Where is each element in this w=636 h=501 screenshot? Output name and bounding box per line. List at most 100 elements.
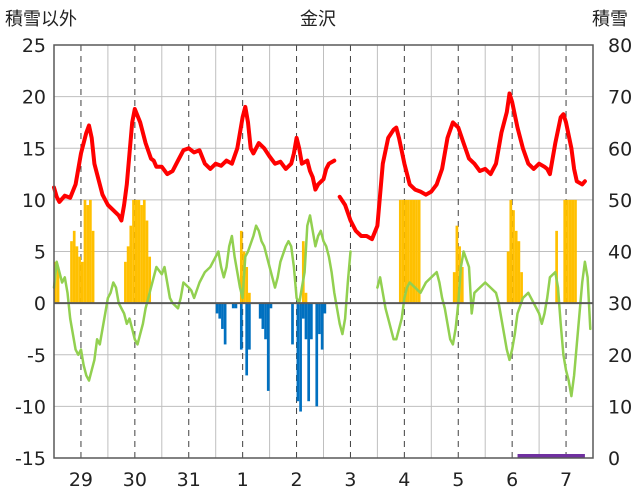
line-series <box>52 91 592 458</box>
bar-snow_depth <box>78 256 81 304</box>
bar-snow_depth <box>129 225 133 304</box>
bar-snow_depth <box>401 199 405 304</box>
x-day-label: 30 <box>123 469 147 491</box>
y-right-tick-label: 60 <box>608 138 632 160</box>
bar-snow_depth <box>506 251 510 304</box>
bar-snow_depth <box>239 230 243 304</box>
bar-negative <box>234 303 238 309</box>
bar-negative <box>296 303 300 402</box>
bar-snow_depth <box>417 199 421 304</box>
bar-snow_depth <box>571 199 575 304</box>
bar-snow_depth <box>126 246 130 304</box>
line-green_line <box>376 250 592 398</box>
bar-negative <box>307 303 311 402</box>
bar-snow_depth <box>304 292 308 304</box>
bar-negative <box>291 303 294 345</box>
x-day-label: 4 <box>398 469 410 491</box>
bar-snow_depth <box>566 199 569 304</box>
bar-snow_depth <box>148 256 152 304</box>
bar-snow_depth <box>142 199 146 304</box>
bar-snow_depth <box>409 199 413 304</box>
bar-snow_depth <box>91 230 95 304</box>
y-right-tick-label: 80 <box>608 35 632 57</box>
x-day-label: 6 <box>506 469 518 491</box>
bar-snow_depth <box>574 199 577 304</box>
bar-snow_depth <box>509 199 513 304</box>
x-day-label: 7 <box>560 469 572 491</box>
bar-negative <box>261 303 265 329</box>
y-right-tick-label: 70 <box>608 87 632 109</box>
bar-snow_depth <box>517 241 521 304</box>
y-right-tick-label: 40 <box>608 242 632 264</box>
bar-snow_depth <box>512 210 515 304</box>
bar-snow_depth <box>452 272 456 304</box>
bar-negative <box>215 303 219 314</box>
bar-snow_depth <box>80 261 84 304</box>
bar-snow_depth <box>245 266 249 304</box>
bar-negative <box>269 303 273 309</box>
left-axis-title: 積雪以外 <box>5 9 77 30</box>
line-green_line <box>52 214 352 382</box>
x-day-label: 1 <box>237 469 249 491</box>
bar-negative <box>221 303 224 329</box>
x-day-label: 29 <box>69 469 93 491</box>
bar-negative <box>304 303 308 340</box>
bar-snow_depth <box>407 199 410 304</box>
bar-snow_depth <box>404 199 408 304</box>
bar-snow_depth <box>555 230 558 304</box>
line-red_line <box>337 91 587 242</box>
bar-negative <box>218 303 222 319</box>
bar-snow_depth <box>520 272 523 304</box>
y-right-tick-label: 50 <box>608 190 632 212</box>
bar-negative <box>299 303 302 412</box>
y-right-tick-label: 30 <box>608 293 632 315</box>
bar-snow_depth <box>86 205 90 304</box>
x-day-label: 5 <box>452 469 464 491</box>
y-left-tick-label: -5 <box>27 345 46 367</box>
bar-snow_depth <box>75 246 79 304</box>
x-day-label: 3 <box>344 469 356 491</box>
y-right-tick-label: 20 <box>608 345 632 367</box>
y-left-tick-label: 25 <box>22 35 46 57</box>
bar-negative <box>245 303 249 376</box>
bar-snow_depth <box>89 199 92 304</box>
y-left-tick-label: 20 <box>22 87 46 109</box>
bar-snow_depth <box>137 199 141 304</box>
y-left-tick-label: -15 <box>15 448 46 470</box>
bar-snow_depth <box>415 199 418 304</box>
bar-snow_depth <box>134 199 138 304</box>
bar-snow_depth <box>514 230 518 304</box>
bar-negative <box>231 303 235 309</box>
bar-negative <box>264 303 267 340</box>
bar-snow_depth <box>83 199 87 304</box>
plot-border <box>53 44 594 459</box>
bar-snow_depth <box>398 199 402 304</box>
x-day-label: 2 <box>291 469 303 491</box>
bar-negative <box>248 303 251 350</box>
bar-snow_depth <box>72 230 76 304</box>
bar-snow_depth <box>70 241 73 304</box>
bar-negative <box>223 303 227 345</box>
bar-negative <box>315 303 319 407</box>
y-left-tick-label: 5 <box>34 242 46 264</box>
bar-series <box>54 199 577 412</box>
bar-negative <box>320 303 324 350</box>
line-red_line <box>52 104 337 223</box>
y-right-tick-label: 10 <box>608 396 632 418</box>
bar-negative <box>301 303 305 319</box>
bar-negative <box>323 303 327 314</box>
bar-negative <box>318 303 321 335</box>
bar-negative <box>266 303 270 391</box>
right-axis-title: 積雪 <box>592 9 628 30</box>
bar-snow_depth <box>460 266 464 304</box>
chart-title: 金沢 <box>300 9 336 30</box>
bar-snow_depth <box>124 261 127 304</box>
y-right-tick-label: 0 <box>608 448 620 470</box>
bar-snow_depth <box>56 266 60 304</box>
bar-snow_depth <box>132 199 135 304</box>
bar-snow_depth <box>145 220 149 304</box>
y-left-tick-label: -10 <box>15 396 46 418</box>
bar-negative <box>310 303 313 340</box>
